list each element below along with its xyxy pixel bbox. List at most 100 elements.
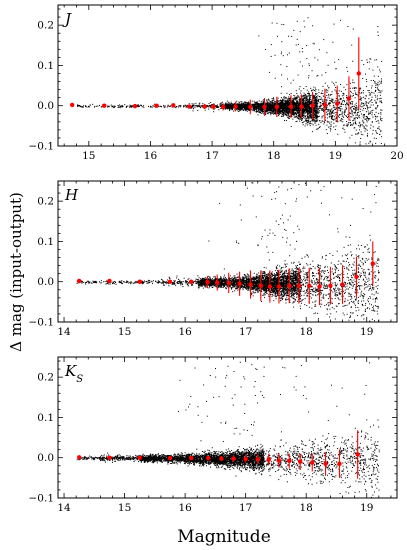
star-point bbox=[198, 105, 200, 107]
star-point bbox=[260, 103, 262, 105]
star-point bbox=[308, 75, 310, 77]
star-point bbox=[370, 100, 372, 102]
star-point bbox=[303, 98, 305, 100]
star-point bbox=[288, 103, 290, 105]
star-point bbox=[224, 104, 226, 106]
star-point bbox=[284, 105, 286, 107]
star-point bbox=[332, 110, 334, 112]
star-point bbox=[314, 112, 316, 114]
star-point bbox=[191, 103, 193, 105]
star-point bbox=[245, 284, 247, 286]
star-point bbox=[275, 283, 277, 285]
star-point bbox=[299, 110, 301, 112]
star-point bbox=[316, 96, 318, 98]
star-point bbox=[323, 111, 325, 113]
star-point bbox=[338, 106, 340, 108]
star-point bbox=[351, 102, 353, 104]
star-point bbox=[310, 114, 312, 116]
star-point bbox=[379, 69, 381, 71]
star-point bbox=[279, 103, 281, 105]
star-point bbox=[309, 115, 311, 117]
star-point bbox=[260, 105, 262, 107]
star-point bbox=[269, 108, 271, 110]
star-point bbox=[240, 101, 242, 103]
star-point bbox=[267, 113, 269, 115]
star-point bbox=[224, 105, 226, 107]
star-point bbox=[286, 288, 288, 290]
star-point bbox=[310, 103, 312, 105]
star-point bbox=[381, 101, 383, 103]
star-point bbox=[295, 121, 297, 123]
star-point bbox=[266, 104, 268, 106]
star-point bbox=[326, 117, 328, 119]
star-point bbox=[315, 100, 317, 102]
star-point bbox=[295, 105, 297, 107]
star-point bbox=[283, 104, 285, 106]
star-point bbox=[323, 123, 325, 125]
star-point bbox=[197, 105, 199, 107]
star-point bbox=[329, 109, 331, 111]
star-point bbox=[268, 100, 270, 102]
star-point bbox=[311, 131, 313, 133]
star-point bbox=[377, 127, 379, 129]
star-point bbox=[274, 103, 276, 105]
star-point bbox=[293, 97, 295, 99]
star-point bbox=[261, 105, 263, 107]
star-point bbox=[361, 285, 363, 287]
star-point bbox=[296, 294, 298, 296]
star-point bbox=[272, 99, 274, 101]
star-point bbox=[131, 106, 133, 108]
star-point bbox=[332, 101, 334, 103]
star-point bbox=[262, 99, 264, 101]
star-point bbox=[376, 83, 378, 85]
star-point bbox=[253, 108, 255, 110]
star-point bbox=[261, 110, 263, 112]
star-point bbox=[291, 103, 293, 105]
star-point bbox=[340, 102, 342, 104]
star-point bbox=[285, 103, 287, 105]
star-point bbox=[226, 106, 228, 108]
star-point bbox=[380, 97, 382, 99]
star-point bbox=[304, 108, 306, 110]
star-point bbox=[242, 109, 244, 111]
star-point bbox=[264, 112, 266, 114]
star-point bbox=[320, 105, 322, 107]
star-point bbox=[370, 111, 372, 113]
star-point bbox=[364, 130, 366, 132]
star-point bbox=[338, 114, 340, 116]
star-point bbox=[114, 105, 116, 107]
star-point bbox=[359, 88, 361, 90]
star-point bbox=[137, 106, 139, 108]
star-point bbox=[269, 101, 271, 103]
star-point bbox=[316, 273, 318, 275]
star-point bbox=[257, 109, 259, 111]
star-point bbox=[349, 90, 351, 92]
star-point bbox=[270, 107, 272, 109]
star-point bbox=[281, 109, 283, 111]
star-point bbox=[372, 129, 374, 131]
star-point bbox=[291, 103, 293, 105]
star-point bbox=[314, 107, 316, 109]
star-point bbox=[296, 117, 298, 119]
star-point bbox=[275, 104, 277, 106]
star-point bbox=[273, 108, 275, 110]
star-point bbox=[381, 136, 383, 138]
star-point bbox=[366, 135, 368, 137]
star-point bbox=[309, 116, 311, 118]
star-point bbox=[376, 95, 378, 97]
star-point bbox=[350, 91, 352, 93]
star-point bbox=[270, 106, 272, 108]
star-point bbox=[327, 85, 329, 87]
star-point bbox=[241, 102, 243, 104]
star-point bbox=[341, 108, 343, 110]
star-point bbox=[295, 116, 297, 118]
star-point bbox=[245, 107, 247, 109]
star-point bbox=[315, 98, 317, 100]
star-point bbox=[366, 117, 368, 119]
star-point bbox=[380, 113, 382, 115]
star-point bbox=[273, 109, 275, 111]
star-point bbox=[259, 105, 261, 107]
star-point bbox=[283, 113, 285, 115]
star-point bbox=[296, 100, 298, 102]
star-point bbox=[295, 90, 297, 92]
